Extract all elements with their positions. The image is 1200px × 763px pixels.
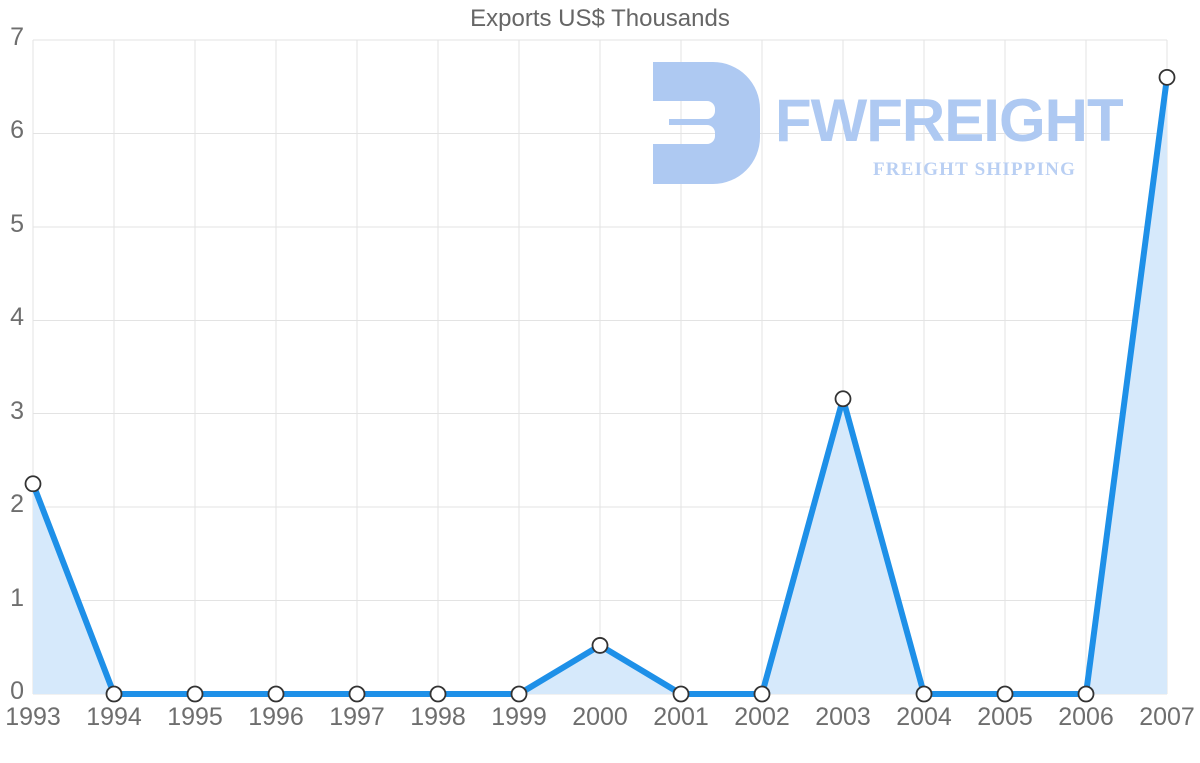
grid-lines	[32, 39, 1168, 695]
y-axis-tick-label: 5	[10, 209, 24, 238]
x-axis-tick-label: 1993	[5, 703, 61, 731]
x-axis-tick-label: 2002	[734, 703, 790, 731]
data-point-marker	[591, 637, 609, 654]
x-axis-tick-label: 2000	[572, 703, 628, 731]
data-point-marker	[672, 685, 690, 703]
data-point-marker	[834, 390, 852, 408]
x-axis-tick-label: 1997	[329, 703, 385, 731]
y-axis-tick-label: 4	[10, 303, 24, 332]
x-axis-tick-label: 1995	[167, 703, 223, 731]
y-axis-tick-label: 0	[10, 677, 24, 705]
y-axis-tick-label: 7	[10, 23, 24, 51]
x-axis-tick-label: 1994	[86, 703, 142, 731]
x-axis-tick-label: 1999	[491, 703, 547, 731]
data-point-marker	[24, 475, 42, 493]
y-axis-tick-label: 3	[10, 396, 24, 425]
x-axis-tick-label: 1998	[410, 703, 466, 731]
x-axis-tick-label: 1996	[248, 703, 304, 731]
data-point-marker	[348, 685, 366, 703]
data-point-marker	[105, 685, 123, 703]
x-axis-tick-label: 2007	[1139, 703, 1195, 731]
data-point-marker	[996, 685, 1014, 703]
data-point-marker	[429, 685, 447, 703]
x-axis-tick-label: 2003	[815, 703, 871, 731]
data-point-marker	[915, 685, 933, 703]
y-axis-tick-label: 6	[10, 116, 24, 145]
x-axis-tick-label: 2006	[1058, 703, 1114, 731]
y-axis-tick-label: 2	[10, 490, 24, 519]
data-point-marker	[1158, 68, 1176, 86]
data-point-marker	[753, 685, 771, 703]
chart-title: Exports US$ Thousands	[470, 5, 730, 32]
data-point-markers	[24, 68, 1176, 703]
data-point-marker	[267, 685, 285, 703]
data-point-marker	[510, 685, 528, 703]
x-axis-tick-label: 2001	[653, 703, 709, 731]
x-axis-tick-label: 2004	[896, 703, 952, 731]
data-point-marker	[186, 685, 204, 703]
data-point-marker	[1077, 685, 1095, 703]
y-axis-tick-label: 1	[10, 583, 24, 612]
x-axis-tick-label: 2005	[977, 703, 1033, 731]
